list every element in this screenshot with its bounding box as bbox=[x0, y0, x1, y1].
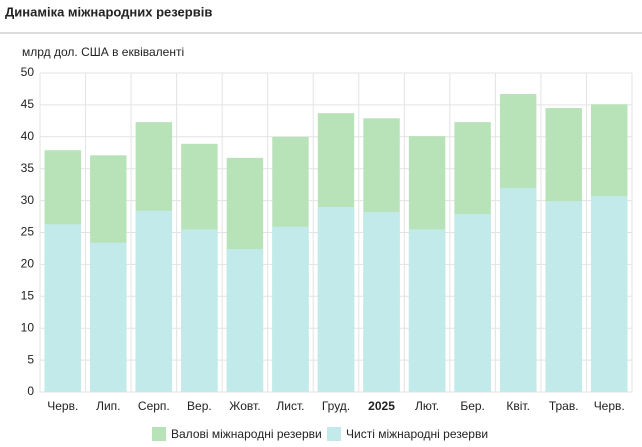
x-tick-label: Бер. bbox=[460, 399, 485, 413]
bar bbox=[363, 212, 400, 392]
bar bbox=[408, 229, 446, 392]
y-tick-label: 15 bbox=[21, 288, 35, 302]
x-tick-label: Квіт. bbox=[506, 399, 530, 413]
x-tick-label: Трав. bbox=[549, 399, 579, 413]
y-tick-label: 5 bbox=[27, 352, 34, 366]
x-tick-label: Лют. bbox=[415, 399, 439, 413]
bar bbox=[591, 196, 628, 392]
legend-swatch bbox=[152, 427, 166, 441]
bar bbox=[90, 242, 127, 392]
bar bbox=[135, 210, 173, 392]
y-tick-label: 50 bbox=[21, 65, 35, 79]
x-tick-label: Вер. bbox=[187, 399, 212, 413]
x-tick-label: Черв. bbox=[594, 399, 625, 413]
legend-label: Чисті міжнародні резерви bbox=[346, 427, 488, 441]
x-tick-label: Лип. bbox=[96, 399, 120, 413]
y-tick-label: 35 bbox=[21, 161, 35, 175]
y-tick-label: 30 bbox=[21, 193, 35, 207]
legend-label: Валові міжнародні резерви bbox=[171, 427, 322, 441]
y-tick-label: 10 bbox=[21, 320, 35, 334]
y-tick-label: 20 bbox=[21, 257, 35, 271]
chart-title: Динаміка міжнародних резервів bbox=[5, 4, 212, 19]
bar bbox=[272, 226, 309, 392]
x-tick-label: Лист. bbox=[276, 399, 304, 413]
y-axis-label: млрд дол. США в еквіваленті bbox=[22, 45, 184, 59]
legend-swatch bbox=[327, 427, 341, 441]
bar bbox=[317, 206, 355, 392]
bar bbox=[44, 224, 81, 392]
x-tick-label: Черв. bbox=[47, 399, 78, 413]
x-tick-label: 2025 bbox=[368, 399, 395, 413]
y-tick-label: 40 bbox=[21, 129, 35, 143]
bar bbox=[181, 229, 218, 392]
y-tick-label: 0 bbox=[27, 384, 34, 398]
bar bbox=[454, 213, 491, 392]
y-tick-label: 25 bbox=[21, 225, 35, 239]
bar bbox=[545, 201, 582, 392]
x-tick-label: Жовт. bbox=[229, 399, 260, 413]
x-tick-label: Серп. bbox=[138, 399, 170, 413]
x-tick-label: Груд. bbox=[322, 399, 350, 413]
bar bbox=[499, 187, 537, 392]
bar bbox=[226, 249, 264, 392]
y-tick-label: 45 bbox=[21, 97, 35, 111]
